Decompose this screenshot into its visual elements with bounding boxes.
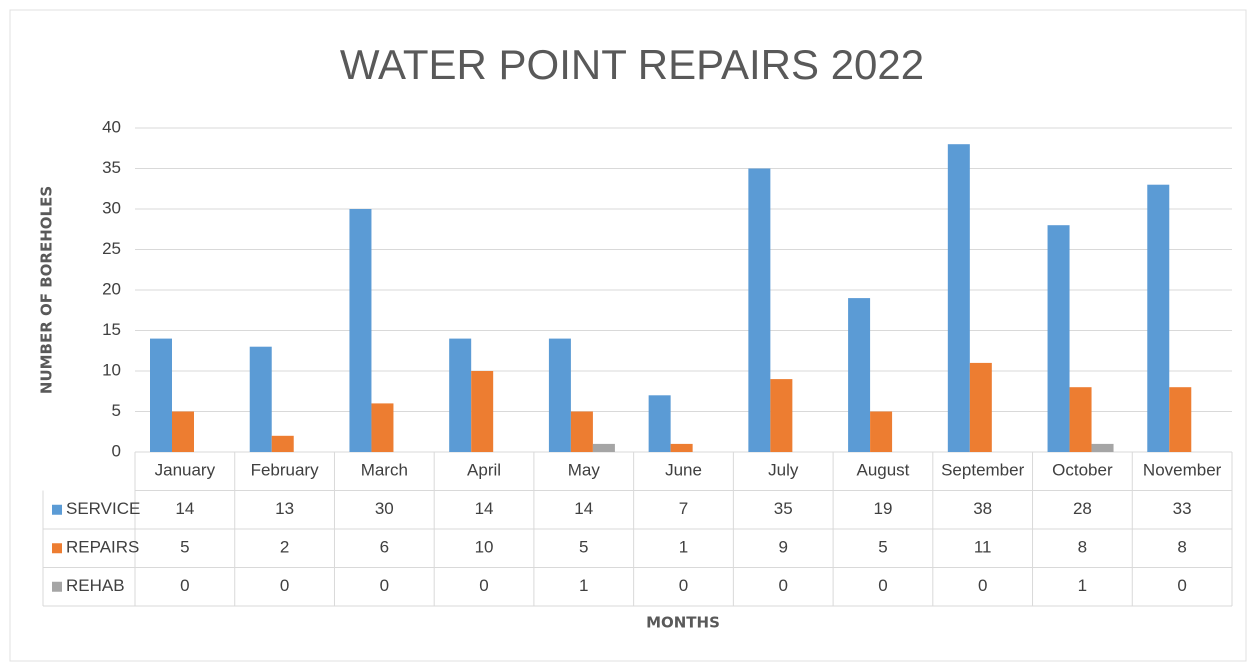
bar	[1169, 387, 1192, 452]
legend-swatch	[52, 543, 62, 554]
y-axis-title: NUMBER OF BOREHOLES	[38, 186, 56, 394]
y-tick-label: 0	[112, 441, 121, 460]
table-cell: 0	[180, 576, 189, 595]
y-tick-label: 15	[102, 320, 121, 339]
bar	[150, 338, 172, 452]
legend-swatch	[52, 504, 62, 515]
table-cell: 38	[973, 499, 992, 518]
bar	[172, 411, 194, 452]
table-cell: 6	[380, 538, 389, 557]
table-cell: 14	[175, 499, 194, 518]
table-cell: 0	[280, 576, 289, 595]
legend-label: SERVICE	[66, 499, 140, 518]
legend-label: REPAIRS	[66, 538, 139, 557]
table-cell: 0	[1177, 576, 1186, 595]
table-cell: 30	[375, 499, 394, 518]
x-tick-label: June	[665, 461, 702, 480]
bar	[592, 443, 615, 452]
y-tick-label: 30	[102, 198, 121, 217]
table-cell: 10	[475, 538, 494, 557]
y-tick-label: 20	[102, 279, 121, 298]
table-cell: 5	[180, 538, 189, 557]
table-cell: 5	[579, 538, 588, 557]
legend-swatch	[52, 581, 62, 592]
table-cell: 28	[1073, 499, 1092, 518]
x-tick-label: July	[768, 461, 799, 480]
table-cell: 1	[579, 576, 588, 595]
bar	[748, 168, 771, 452]
table-cell: 8	[1078, 538, 1087, 557]
x-tick-label: March	[361, 461, 408, 480]
x-tick-label: May	[568, 461, 601, 480]
bar	[870, 411, 893, 452]
table-cell: 35	[774, 499, 793, 518]
bar	[770, 379, 793, 452]
bar	[848, 298, 871, 452]
bar	[947, 144, 970, 452]
table-cell: 19	[873, 499, 892, 518]
bar	[1047, 225, 1070, 452]
bar	[1147, 184, 1170, 452]
table-cell: 13	[275, 499, 294, 518]
bar	[969, 362, 992, 452]
x-axis-title: MONTHS	[646, 614, 720, 632]
bar	[670, 443, 693, 452]
table-cell: 1	[1078, 576, 1087, 595]
table-cell: 0	[679, 576, 688, 595]
x-tick-label: February	[251, 461, 320, 480]
bar	[349, 209, 372, 452]
legend-label: REHAB	[66, 576, 125, 595]
table-cell: 2	[280, 538, 289, 557]
x-tick-label: November	[1143, 461, 1222, 480]
bar	[570, 411, 593, 452]
table-cell: 0	[778, 576, 787, 595]
bar	[449, 338, 472, 452]
y-tick-label: 5	[112, 401, 121, 420]
bar	[648, 395, 671, 452]
x-tick-label: September	[941, 461, 1024, 480]
table-cell: 0	[479, 576, 488, 595]
table-cell: 9	[778, 538, 787, 557]
y-tick-label: 10	[102, 360, 121, 379]
chart-title: WATER POINT REPAIRS 2022	[340, 41, 924, 88]
x-tick-label: April	[467, 461, 501, 480]
bar	[1069, 387, 1092, 452]
bar	[471, 371, 494, 452]
bar	[371, 403, 394, 452]
table-cell: 0	[380, 576, 389, 595]
bar	[271, 435, 294, 452]
table-cell: 14	[475, 499, 494, 518]
x-tick-label: October	[1052, 461, 1113, 480]
table-cell: 33	[1173, 499, 1192, 518]
table-cell: 5	[878, 538, 887, 557]
table-cell: 8	[1177, 538, 1186, 557]
y-tick-label: 40	[102, 117, 121, 136]
x-tick-label: January	[155, 461, 216, 480]
bar	[1091, 443, 1114, 452]
table-cell: 7	[679, 499, 688, 518]
bar	[548, 338, 571, 452]
y-tick-label: 25	[102, 239, 121, 258]
bar	[249, 346, 272, 452]
table-cell: 14	[574, 499, 593, 518]
table-cell: 0	[878, 576, 887, 595]
table-cell: 0	[978, 576, 987, 595]
y-tick-label: 35	[102, 158, 121, 177]
table-cell: 11	[974, 538, 992, 557]
table-cell: 1	[679, 538, 688, 557]
x-tick-label: August	[856, 461, 909, 480]
chart-frame	[9, 9, 1247, 662]
